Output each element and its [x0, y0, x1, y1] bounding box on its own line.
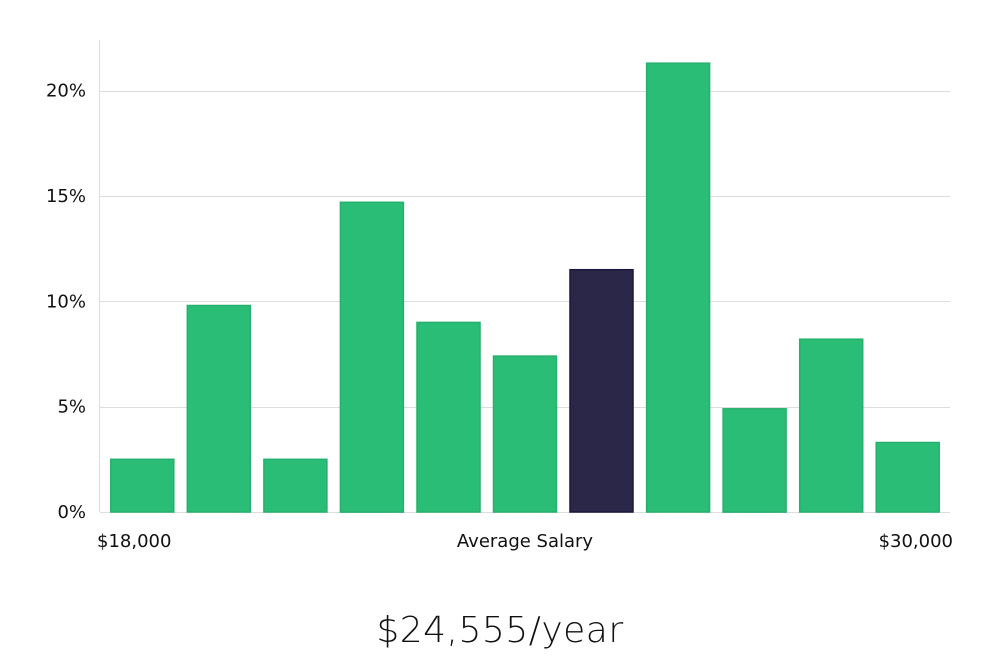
- bar: [110, 458, 175, 513]
- y-tick-label: 10%: [46, 291, 86, 312]
- bar: [798, 338, 864, 513]
- bar: [339, 201, 405, 513]
- average-salary-headline: $24,555/year: [376, 610, 624, 651]
- bar: [645, 62, 711, 513]
- bar: [492, 355, 558, 513]
- bar-highlighted: [569, 268, 634, 513]
- bar: [722, 408, 787, 513]
- y-tick-label: 5%: [57, 397, 86, 418]
- x-axis-title: Average Salary: [457, 531, 594, 552]
- x-max-label: $30,000: [879, 531, 953, 552]
- bar: [186, 304, 252, 513]
- bar: [875, 441, 940, 513]
- bars: [110, 62, 940, 513]
- y-tick-label: 0%: [57, 502, 86, 523]
- y-tick-labels: 0% 5% 10% 15% 20%: [46, 81, 86, 523]
- y-tick-label: 20%: [46, 81, 86, 102]
- x-min-label: $18,000: [97, 531, 171, 552]
- y-tick-label: 15%: [46, 186, 86, 207]
- bar: [416, 321, 481, 513]
- bar: [263, 458, 328, 513]
